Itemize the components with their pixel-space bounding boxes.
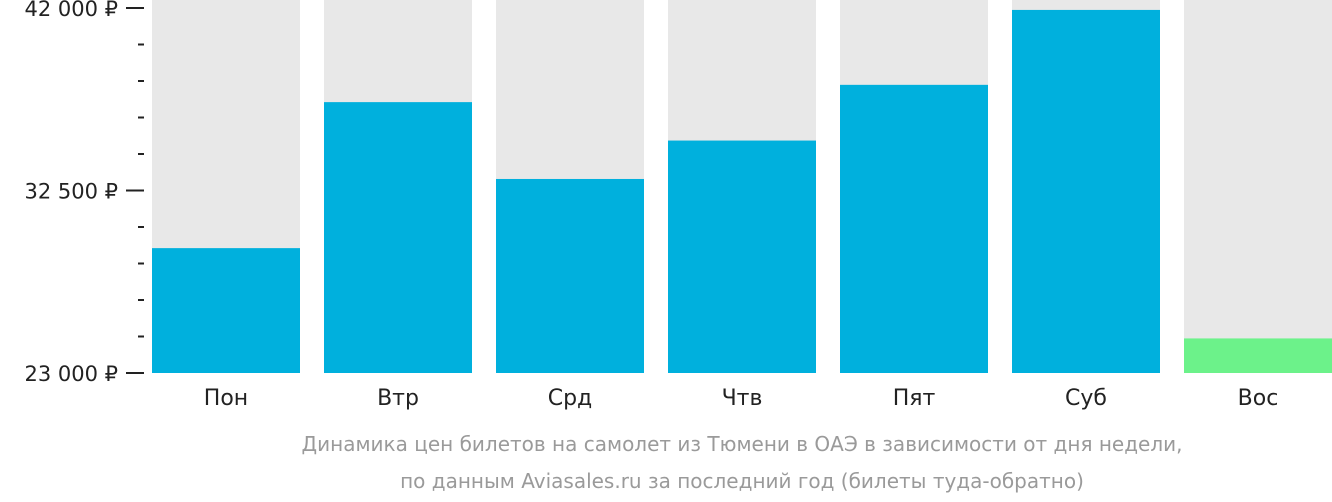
bars-layer — [152, 0, 1332, 374]
bar-2[interactable] — [496, 178, 644, 373]
x-tick-label-0: Пон — [204, 386, 248, 411]
chart-caption: Динамика цен билетов на самолет из Тюмен… — [302, 432, 1183, 493]
x-tick-label-1: Втр — [377, 386, 419, 411]
bar-background-6 — [1184, 0, 1332, 373]
bar-6[interactable] — [1184, 338, 1332, 373]
bar-3[interactable] — [668, 140, 816, 373]
bar-4[interactable] — [840, 84, 988, 373]
caption-line-1: Динамика цен билетов на самолет из Тюмен… — [302, 432, 1183, 456]
x-axis-labels: Пон Втр Срд Чтв Пят Суб Вос — [204, 386, 1279, 411]
y-tick-label-2: 23 000 ₽ — [24, 362, 118, 386]
bar-5[interactable] — [1012, 9, 1160, 374]
x-tick-label-6: Вос — [1238, 386, 1279, 411]
bar-1[interactable] — [324, 102, 472, 373]
x-tick-label-5: Суб — [1065, 386, 1107, 411]
bar-0[interactable] — [152, 248, 300, 373]
y-tick-label-1: 32 500 ₽ — [24, 180, 118, 204]
y-axis: 42 000 ₽ 32 500 ₽ 23 000 ₽ — [24, 0, 144, 386]
x-tick-label-2: Срд — [548, 386, 593, 411]
y-tick-label-0: 42 000 ₽ — [24, 0, 118, 21]
x-tick-label-3: Чтв — [722, 386, 763, 411]
x-tick-label-4: Пят — [893, 386, 936, 411]
caption-line-2: по данным Aviasales.ru за последний год … — [400, 469, 1084, 493]
